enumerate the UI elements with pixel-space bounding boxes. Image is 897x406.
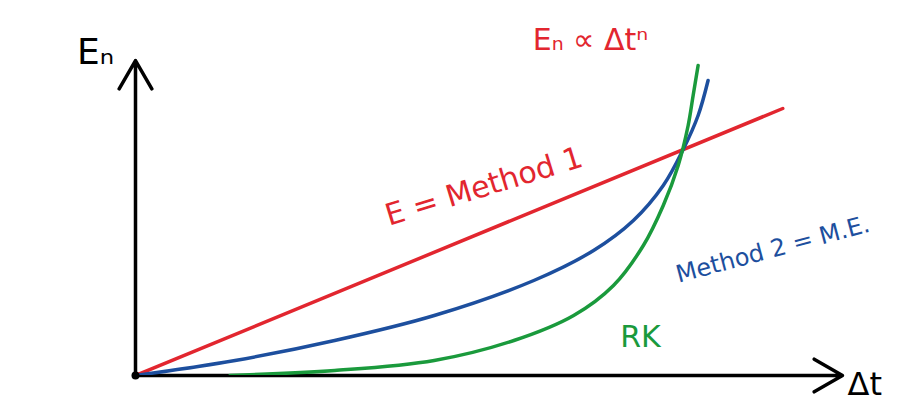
svg-text:Eₙ: Eₙ	[77, 31, 114, 72]
svg-text:Δt: Δt	[848, 365, 882, 403]
svg-text:Eₙ ∝ Δtⁿ: Eₙ ∝ Δtⁿ	[533, 22, 649, 57]
svg-text:RK: RK	[620, 319, 662, 354]
svg-text:E = Method 1: E = Method 1	[381, 139, 587, 232]
svg-text:Method 2 = M.E.: Method 2 = M.E.	[673, 210, 873, 289]
